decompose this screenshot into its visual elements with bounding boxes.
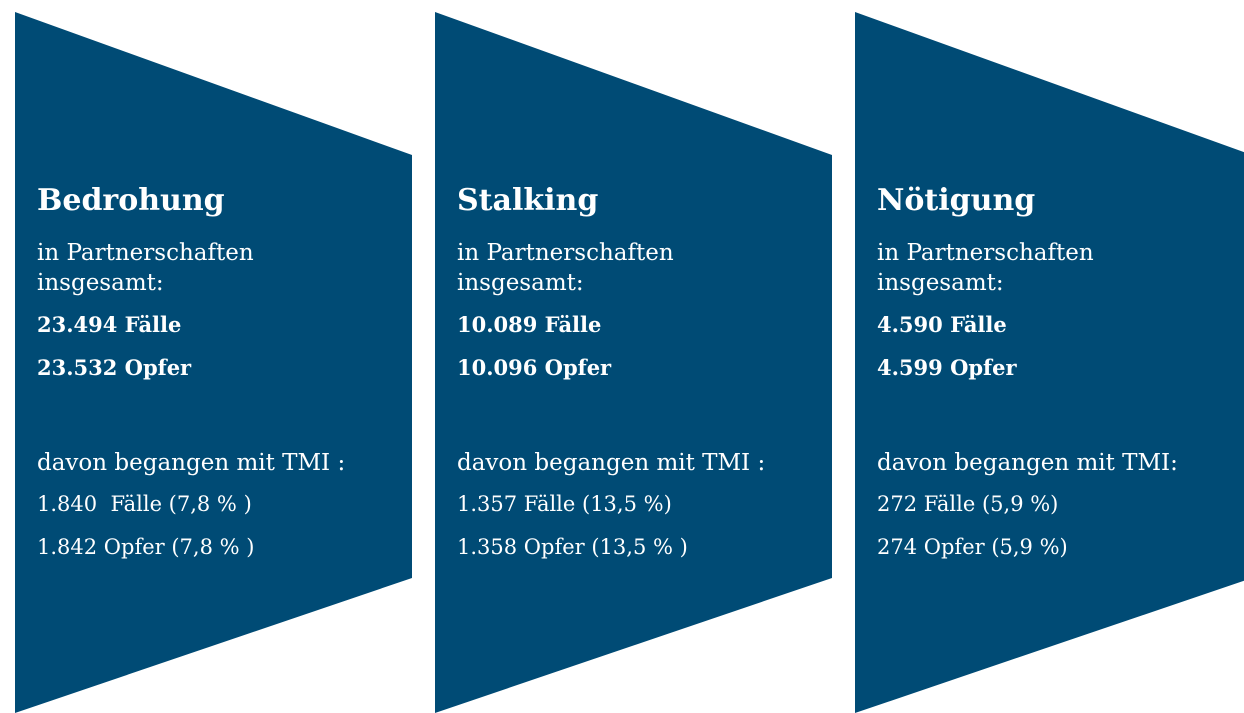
panel-shape [855, 12, 1244, 713]
panel-subtitle: insgesamt: [877, 270, 1004, 296]
total-cases: 10.089 Fälle [457, 312, 601, 337]
tmi-heading: davon begangen mit TMI : [457, 450, 765, 476]
panel-title: Bedrohung [37, 183, 225, 218]
total-victims: 23.532 Opfer [37, 355, 192, 380]
tmi-cases: 1.840 Fälle (7,8 % ) [37, 492, 252, 516]
panel-title: Stalking [457, 183, 598, 218]
tmi-heading: davon begangen mit TMI: [877, 450, 1178, 476]
total-victims: 4.599 Opfer [877, 355, 1017, 380]
tmi-victims: 274 Opfer (5,9 %) [877, 535, 1068, 559]
panel-shape [15, 12, 412, 713]
tmi-victims: 1.842 Opfer (7,8 % ) [37, 535, 254, 559]
tmi-heading: davon begangen mit TMI : [37, 450, 345, 476]
tmi-cases: 1.357 Fälle (13,5 %) [457, 492, 672, 516]
panel-subtitle: insgesamt: [37, 270, 164, 296]
panel-subtitle: in Partnerschaften [457, 240, 674, 266]
total-cases: 4.590 Fälle [877, 312, 1007, 337]
total-cases: 23.494 Fälle [37, 312, 181, 337]
tmi-victims: 1.358 Opfer (13,5 % ) [457, 535, 688, 559]
panel-shape [435, 12, 832, 713]
panel-subtitle: in Partnerschaften [877, 240, 1094, 266]
total-victims: 10.096 Opfer [457, 355, 612, 380]
panel-title: Nötigung [877, 183, 1035, 218]
panel-subtitle: in Partnerschaften [37, 240, 254, 266]
tmi-cases: 272 Fälle (5,9 %) [877, 492, 1058, 516]
panel-subtitle: insgesamt: [457, 270, 584, 296]
